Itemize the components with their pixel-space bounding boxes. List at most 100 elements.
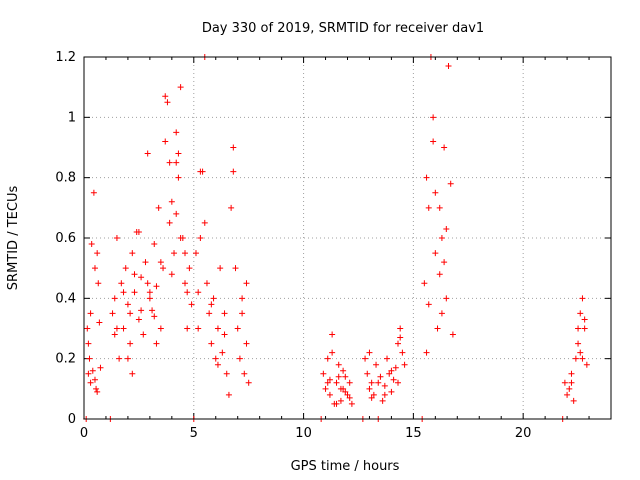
data-point	[243, 280, 250, 287]
data-point	[436, 271, 443, 278]
data-point	[168, 271, 175, 278]
data-point	[173, 129, 180, 136]
data-point	[368, 379, 375, 386]
data-point	[91, 376, 98, 383]
data-point	[388, 388, 395, 395]
data-point	[239, 295, 246, 302]
data-point	[182, 280, 189, 287]
data-point	[346, 394, 353, 401]
data-point	[162, 93, 169, 100]
data-point	[87, 310, 94, 317]
data-point	[583, 361, 590, 368]
data-point	[127, 340, 134, 347]
data-point	[423, 349, 430, 356]
data-point	[206, 310, 213, 317]
data-point	[171, 250, 178, 257]
y-tick-label: 0	[68, 412, 76, 427]
data-point	[241, 370, 248, 377]
data-point	[144, 150, 151, 157]
data-point	[138, 274, 145, 281]
data-point	[572, 355, 579, 362]
data-point	[434, 325, 441, 332]
data-point	[113, 235, 120, 241]
data-point	[447, 180, 454, 187]
data-point	[182, 250, 189, 257]
data-point	[111, 331, 118, 338]
data-point	[97, 364, 104, 371]
data-point	[186, 265, 193, 272]
data-point	[236, 355, 243, 362]
x-tick-label: 10	[295, 426, 312, 441]
data-point	[575, 340, 582, 347]
data-point	[375, 379, 382, 386]
data-point	[93, 385, 100, 392]
data-point	[577, 310, 584, 317]
y-tick-labels: 0 0.2 0.4 0.6 0.8 1 1.2	[55, 50, 76, 427]
data-point	[85, 340, 92, 347]
data-point	[326, 391, 333, 398]
data-point	[438, 310, 445, 317]
data-point	[568, 379, 575, 386]
data-point	[188, 301, 195, 308]
x-tick-label: 5	[190, 426, 198, 441]
data-point	[445, 63, 452, 70]
data-point	[441, 259, 448, 266]
data-point	[84, 325, 91, 332]
plot-frame	[83, 56, 612, 420]
data-point	[423, 174, 430, 181]
data-point	[109, 310, 116, 317]
y-tick-label: 0.4	[55, 291, 76, 306]
data-point	[157, 325, 164, 332]
data-point	[335, 373, 342, 380]
data-point	[197, 235, 204, 241]
data-point	[155, 204, 162, 211]
data-point	[432, 189, 439, 196]
data-point	[149, 307, 156, 314]
data-point	[157, 259, 164, 266]
data-point	[153, 283, 160, 290]
data-point	[118, 280, 125, 287]
data-point	[153, 340, 160, 347]
y-tick-label: 1.2	[55, 50, 76, 65]
x-tick-labels: 0 5 10 15 20	[80, 426, 532, 441]
data-point	[577, 349, 584, 356]
data-point	[329, 349, 336, 356]
data-point	[175, 150, 182, 157]
data-point	[124, 355, 131, 362]
data-point	[175, 174, 182, 181]
data-point	[140, 331, 147, 338]
y-tick-label: 0.8	[55, 171, 76, 186]
data-point	[129, 250, 136, 257]
data-point	[430, 138, 437, 145]
data-point	[146, 289, 153, 296]
data-point	[184, 289, 191, 296]
data-point	[214, 325, 221, 332]
data-point	[111, 295, 118, 302]
data-point	[326, 376, 333, 383]
data-point	[340, 367, 347, 374]
data-point	[151, 241, 158, 248]
data-point	[151, 313, 158, 320]
data-point	[166, 219, 173, 226]
data-point	[166, 159, 173, 166]
data-point	[329, 331, 336, 338]
data-point	[379, 397, 386, 404]
data-point	[430, 114, 437, 121]
data-point	[120, 325, 127, 332]
data-point	[324, 355, 331, 362]
data-point	[217, 265, 224, 272]
data-point	[384, 355, 391, 362]
data-point	[173, 159, 180, 166]
data-point	[320, 370, 327, 377]
data-point	[160, 265, 167, 272]
data-point	[333, 379, 340, 386]
data-point	[144, 280, 151, 287]
data-point	[333, 400, 340, 407]
data-point	[579, 295, 586, 302]
data-point	[344, 391, 351, 398]
data-point	[173, 210, 180, 217]
x-tick-label: 0	[80, 426, 88, 441]
data-point	[568, 370, 575, 377]
data-point	[561, 379, 568, 386]
